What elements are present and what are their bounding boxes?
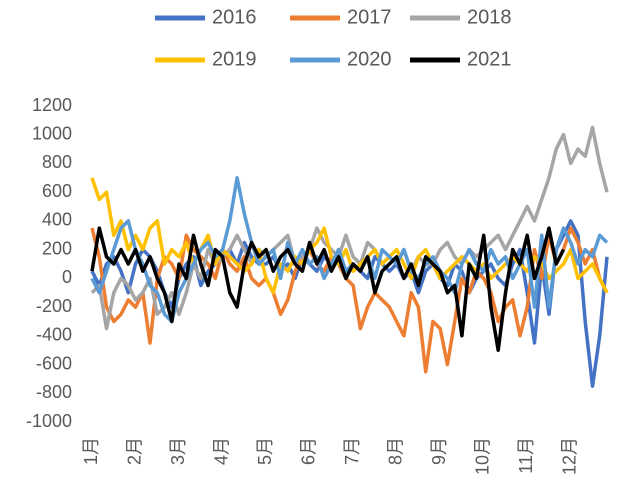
x-tick-label: 4月 xyxy=(211,437,231,465)
x-tick-label: 5月 xyxy=(255,437,275,465)
y-tick-label: 200 xyxy=(42,238,72,258)
y-tick-label: -800 xyxy=(36,382,72,402)
x-tick-label: 3月 xyxy=(168,437,188,465)
x-tick-label: 11月 xyxy=(516,437,536,474)
y-tick-label: 800 xyxy=(42,152,72,172)
x-tick-label: 10月 xyxy=(472,437,492,475)
legend-label: 2017 xyxy=(347,6,392,28)
legend-label: 2019 xyxy=(212,48,257,70)
legend-label: 2020 xyxy=(347,48,392,70)
x-tick-label: 1月 xyxy=(81,437,101,465)
y-tick-label: -1000 xyxy=(26,411,72,431)
x-tick-label: 8月 xyxy=(385,437,405,465)
y-tick-label: -600 xyxy=(36,353,72,373)
x-tick-label: 7月 xyxy=(342,437,362,465)
x-tick-label: 9月 xyxy=(429,437,449,465)
y-tick-label: -400 xyxy=(36,325,72,345)
y-tick-label: 1000 xyxy=(32,123,72,143)
legend-label: 2016 xyxy=(212,6,257,28)
y-tick-label: 400 xyxy=(42,210,72,230)
series-line xyxy=(90,125,609,331)
legend-label: 2021 xyxy=(467,48,512,70)
y-tick-label: 600 xyxy=(42,181,72,201)
x-tick-label: 12月 xyxy=(559,437,579,475)
y-tick-label: 1200 xyxy=(32,95,72,115)
legend-label: 2018 xyxy=(467,6,512,28)
y-tick-label: 0 xyxy=(62,267,72,287)
x-tick-label: 6月 xyxy=(298,437,318,465)
x-tick-label: 2月 xyxy=(124,437,144,465)
series-line xyxy=(90,226,566,352)
y-tick-label: -200 xyxy=(36,296,72,316)
